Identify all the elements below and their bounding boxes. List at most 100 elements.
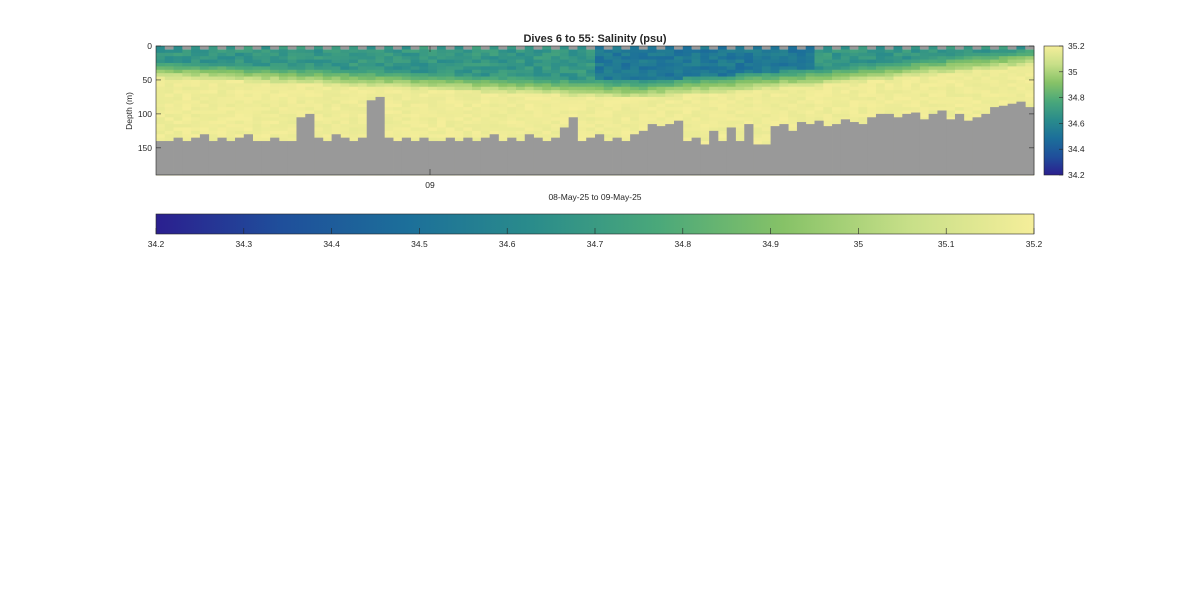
heatmap-cell — [243, 130, 253, 135]
heatmap-cell — [489, 49, 499, 54]
heatmap-cell — [805, 83, 815, 88]
heatmap-cell — [647, 52, 657, 57]
heatmap-cell — [419, 100, 429, 105]
heatmap-cell — [674, 113, 684, 118]
heatmap-cell — [515, 120, 526, 125]
heatmap-cell — [551, 120, 561, 125]
heatmap-cell — [173, 127, 183, 132]
heatmap-cell — [893, 46, 903, 50]
heatmap-cell — [243, 110, 253, 115]
heatmap-cell — [814, 69, 824, 74]
heatmap-cell — [340, 93, 350, 98]
heatmap-cell — [463, 127, 473, 132]
heatmap-cell — [507, 124, 517, 128]
heatmap-cell — [577, 120, 587, 125]
heatmap-cell — [577, 79, 587, 84]
heatmap-cell — [717, 130, 728, 135]
hcolorbar-tick-label: 34.9 — [762, 239, 779, 249]
heatmap-cell — [761, 73, 771, 77]
heatmap-cell — [357, 96, 368, 101]
heatmap-cell — [875, 90, 886, 94]
heatmap-cell — [893, 49, 903, 54]
heatmap-cell — [586, 62, 596, 67]
heatmap-cell — [156, 120, 166, 125]
heatmap-cell — [515, 59, 526, 64]
heatmap-cell — [252, 100, 262, 105]
heatmap-cell — [208, 86, 218, 91]
heatmap-cell — [533, 79, 543, 84]
heatmap-cell — [164, 117, 174, 122]
heatmap-cell — [349, 96, 359, 101]
heatmap-cell — [243, 117, 253, 122]
seafloor-bar — [199, 134, 210, 175]
heatmap-cell — [638, 103, 649, 108]
heatmap-cell — [691, 52, 701, 57]
heatmap-cell — [366, 46, 376, 50]
heatmap-cell — [393, 93, 403, 98]
heatmap-cell — [559, 59, 570, 64]
heatmap-cell — [217, 107, 227, 111]
heatmap-cell — [753, 124, 763, 128]
heatmap-cell — [226, 113, 236, 118]
heatmap-cell — [840, 62, 851, 67]
heatmap-cell — [946, 49, 956, 54]
heatmap-cell — [164, 76, 174, 81]
heatmap-cell — [753, 90, 763, 94]
heatmap-cell — [173, 49, 183, 54]
heatmap-cell — [217, 110, 227, 115]
heatmap-cell — [410, 83, 420, 88]
heatmap-cell — [823, 96, 833, 101]
heatmap-cell — [296, 110, 306, 115]
heatmap-cell — [823, 120, 833, 125]
heatmap-cell — [436, 73, 447, 77]
heatmap-cell — [761, 69, 771, 74]
heatmap-cell — [744, 96, 754, 101]
heatmap-cell — [515, 49, 526, 54]
heatmap-cell — [674, 66, 684, 71]
seafloor-bar — [998, 105, 1009, 175]
heatmap-cell — [542, 46, 552, 50]
heatmap-cell — [902, 90, 912, 94]
heatmap-cell — [322, 134, 332, 139]
heatmap-cell — [419, 113, 429, 118]
heatmap-cell — [796, 100, 807, 105]
heatmap-cell — [314, 120, 324, 125]
no-data-cell — [498, 46, 508, 50]
heatmap-cell — [182, 86, 192, 91]
heatmap-cell — [472, 83, 482, 88]
heatmap-cell — [322, 137, 332, 142]
heatmap-cell — [893, 62, 903, 67]
heatmap-cell — [902, 107, 912, 111]
heatmap-cell — [735, 79, 745, 84]
heatmap-cell — [340, 120, 350, 125]
heatmap-cell — [630, 59, 640, 64]
heatmap-cell — [217, 130, 227, 135]
seafloor-bar — [252, 141, 262, 175]
heatmap-cell — [674, 100, 684, 105]
heatmap-cell — [331, 83, 341, 88]
heatmap-cell — [191, 46, 201, 50]
heatmap-cell — [902, 93, 912, 98]
heatmap-cell — [1007, 83, 1017, 88]
heatmap-cell — [858, 46, 868, 50]
heatmap-cell — [322, 86, 332, 91]
heatmap-cell — [287, 59, 297, 64]
seafloor-bar — [533, 137, 543, 175]
heatmap-cell — [287, 69, 297, 74]
heatmap-cell — [630, 124, 640, 128]
heatmap-cell — [182, 110, 192, 115]
heatmap-cell — [805, 76, 815, 81]
heatmap-cell — [963, 83, 973, 88]
heatmap-cell — [199, 86, 210, 91]
heatmap-cell — [243, 59, 253, 64]
heatmap-cell — [191, 59, 201, 64]
heatmap-cell — [252, 49, 262, 54]
heatmap-cell — [322, 69, 332, 74]
heatmap-cell — [287, 107, 297, 111]
heatmap-cell — [893, 86, 903, 91]
heatmap-cell — [840, 79, 851, 84]
heatmap-cell — [515, 79, 526, 84]
heatmap-cell — [252, 90, 262, 94]
heatmap-cell — [419, 130, 429, 135]
heatmap-cell — [401, 107, 412, 111]
